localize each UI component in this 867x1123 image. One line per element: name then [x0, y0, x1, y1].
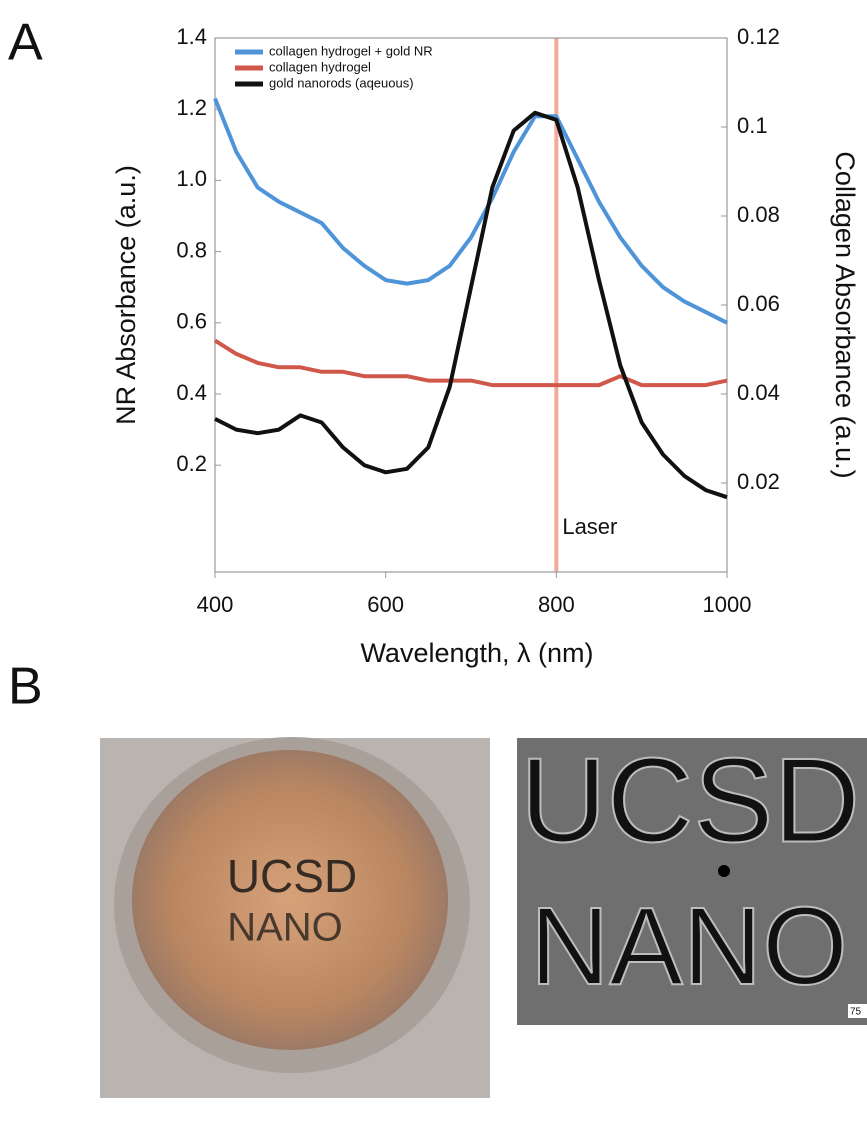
photo-text: UCSD	[227, 850, 357, 902]
particle	[718, 865, 730, 877]
y-tick-label: 0.2	[176, 451, 207, 476]
y2-tick-label: 0.12	[737, 24, 780, 49]
photo-text: NANO	[227, 906, 343, 950]
x-tick-label: 400	[197, 592, 234, 617]
hydrogel-disk	[132, 750, 448, 1050]
legend-label: collagen hydrogel + gold NR	[269, 43, 433, 58]
y-tick-label: 0.8	[176, 237, 207, 262]
y-tick-label: 1.4	[176, 24, 207, 49]
y-tick-label: 0.4	[176, 380, 207, 405]
y2-tick-label: 0.08	[737, 202, 780, 227]
micrograph-text: NANO	[530, 885, 848, 1008]
y2-axis-label: Collagen Absorbance (a.u.)	[830, 151, 860, 478]
y-tick-label: 1.0	[176, 166, 207, 191]
panel-label: B	[8, 658, 43, 716]
y-tick-label: 0.6	[176, 309, 207, 334]
scale-label: 75	[850, 1007, 862, 1018]
legend-label: collagen hydrogel	[269, 59, 371, 74]
scale-box	[848, 1004, 867, 1018]
y2-tick-label: 0.02	[737, 469, 780, 494]
series-line	[213, 97, 728, 325]
series-line	[213, 338, 728, 388]
x-tick-label: 600	[367, 592, 404, 617]
series-line	[214, 110, 728, 500]
x-tick-label: 1000	[703, 592, 752, 617]
y2-tick-label: 0.1	[737, 113, 768, 138]
laser-label: Laser	[562, 514, 617, 539]
y2-tick-label: 0.04	[737, 380, 780, 405]
x-axis-label: Wavelength, λ (nm)	[360, 638, 593, 668]
y2-tick-label: 0.06	[737, 291, 780, 316]
chart: Laser 0.2 0.4 0.6 0.8 1.0 1.2 1.4 0.02 0.04 0.06 0.…	[111, 24, 860, 668]
y-axis-label: NR Absorbance (a.u.)	[111, 165, 141, 425]
panel-label: A	[8, 14, 43, 72]
plot-frame	[214, 37, 728, 573]
micrograph	[517, 738, 867, 1025]
micrograph-text: UCSD	[520, 734, 860, 868]
legend-label: gold nanorods (aqeuous)	[269, 75, 414, 90]
x-tick-label: 800	[538, 592, 575, 617]
y-tick-label: 1.2	[176, 95, 207, 120]
